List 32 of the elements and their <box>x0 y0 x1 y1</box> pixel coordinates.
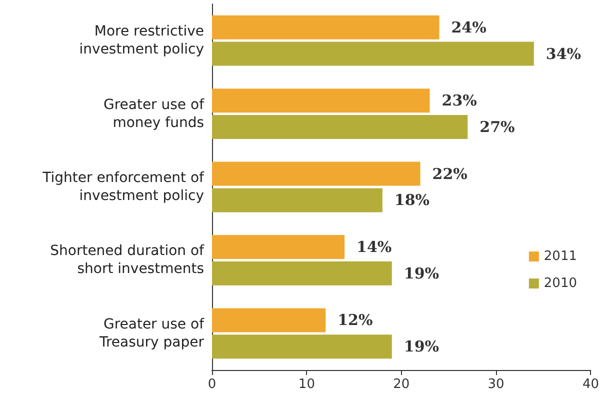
bar <box>212 115 468 139</box>
data-label: 14% <box>356 238 392 256</box>
y-tick-label: More restrictive investment policy <box>79 24 204 58</box>
bar <box>212 334 392 359</box>
x-tick-label: 40 <box>582 377 599 392</box>
y-tick-label: Tighter enforcement of investment policy <box>42 170 206 204</box>
data-label: 23% <box>442 92 477 110</box>
x-tick-label: 30 <box>488 377 504 392</box>
bar <box>212 188 382 212</box>
bar <box>212 162 420 186</box>
bar <box>212 235 345 259</box>
data-label: 18% <box>394 191 430 210</box>
bar <box>212 261 392 286</box>
x-tick-label: 0 <box>208 377 216 392</box>
data-label: 24% <box>451 18 486 36</box>
x-tick-label: 10 <box>298 377 315 392</box>
bar <box>212 42 534 66</box>
data-label: 34% <box>546 44 582 63</box>
y-tick-label: Greater use of Treasury paper <box>98 316 206 350</box>
data-label: 12% <box>338 311 373 330</box>
bar <box>212 15 440 40</box>
y-tick-label: Shortened duration of short investments <box>50 243 206 278</box>
legend-label: 2011 <box>544 249 578 264</box>
bar <box>212 308 326 332</box>
y-tick-label: Greater use of money funds <box>103 96 206 131</box>
data-label: 19% <box>404 338 440 356</box>
x-tick-label: 20 <box>393 377 410 392</box>
legend-label: 2010 <box>544 276 578 291</box>
data-label: 27% <box>480 118 515 136</box>
data-label: 19% <box>404 264 440 282</box>
data-label: 22% <box>432 164 468 183</box>
bar <box>212 88 430 113</box>
